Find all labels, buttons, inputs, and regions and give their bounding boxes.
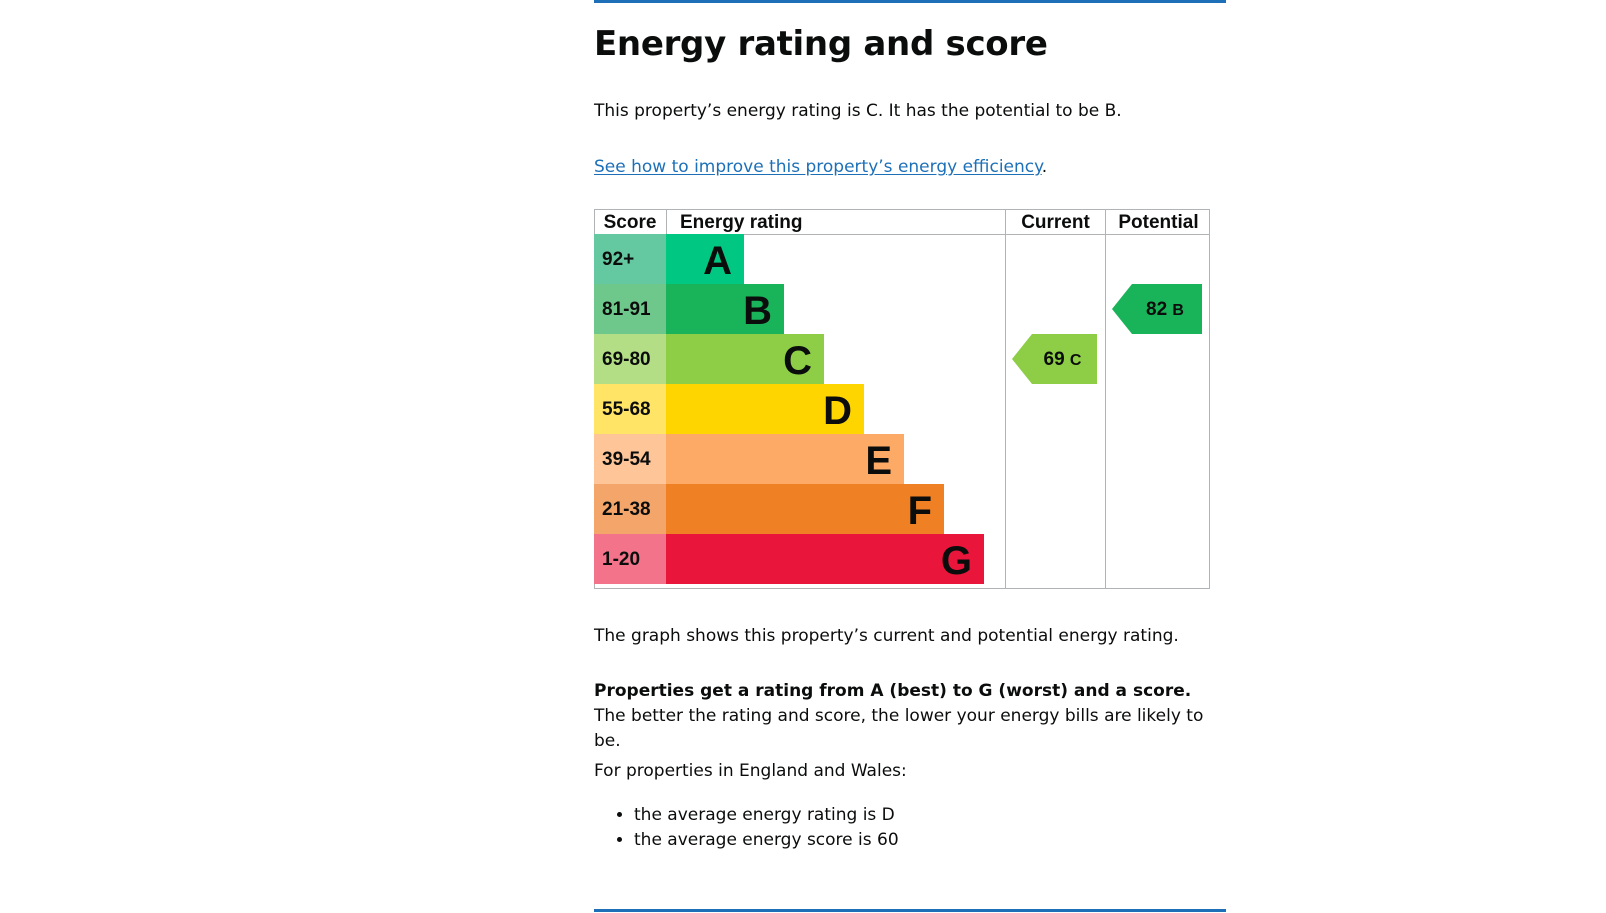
top-section-rule <box>594 0 1226 3</box>
rating-bar-c <box>666 334 824 384</box>
graph-note: The graph shows this property’s current … <box>594 626 1179 646</box>
rating-letter-a: A <box>703 239 732 283</box>
page-title: Energy rating and score <box>594 24 1048 64</box>
score-cell-e <box>594 434 666 484</box>
list-item-average-score: the average energy score is 60 <box>634 828 899 853</box>
rating-explanation: Properties get a rating from A (best) to… <box>594 679 1226 754</box>
score-range-label: 21-38 <box>602 499 651 520</box>
rating-band-d: 55-68 D <box>594 384 864 434</box>
rating-bar-g <box>666 534 984 584</box>
header-current: Current <box>1021 212 1090 233</box>
score-cell-g <box>594 534 666 584</box>
chart-bands: 92+ A 81-91 B 69-80 C 55-68 D 39-54 E 21-38 F 1-20 G <box>594 234 984 584</box>
energy-rating-chart: 92+ A81-91 B69-80 C55-68 D39-54 E21-38 F1-20 G … <box>594 209 1210 589</box>
score-cell-d <box>594 384 666 434</box>
rating-bar-f <box>666 484 944 534</box>
rating-band-b: 81-91 B <box>594 284 784 334</box>
rating-band-f: 21-38 F <box>594 484 944 534</box>
potential-rating-arrow-label: 82 B <box>1146 299 1184 320</box>
current-rating-arrow: 69 C <box>1012 334 1097 384</box>
rating-letter-f: F <box>908 489 932 533</box>
rating-explanation-rest: The better the rating and score, the low… <box>594 706 1204 751</box>
bottom-section-rule <box>594 909 1226 912</box>
improve-link-suffix: . <box>1041 157 1048 177</box>
score-cell-a <box>594 234 666 284</box>
score-cell-b <box>594 284 666 334</box>
score-range-label: 55-68 <box>602 399 651 420</box>
rating-bar-a <box>666 234 744 284</box>
score-range-label: 69-80 <box>602 349 651 370</box>
rating-band-g: 1-20 G <box>594 534 984 584</box>
score-range-label: 81-91 <box>602 299 651 320</box>
header-potential: Potential <box>1118 212 1198 233</box>
current-rating-arrow-label: 69 C <box>1044 349 1082 370</box>
rating-band-e: 39-54 E <box>594 434 904 484</box>
score-range-label: 39-54 <box>602 449 651 470</box>
potential-rating-arrow-shape <box>1112 284 1202 334</box>
header-score: Score <box>604 212 657 233</box>
rating-band-c: 69-80 C <box>594 334 824 384</box>
score-range-label: 1-20 <box>602 549 640 570</box>
rating-letter-c: C <box>783 339 812 383</box>
rating-summary: This property’s energy rating is C. It h… <box>594 101 1122 121</box>
averages-list: the average energy rating is D the avera… <box>594 803 899 853</box>
improve-efficiency-link[interactable]: See how to improve this property’s energ… <box>594 157 1042 177</box>
rating-letter-g: G <box>941 539 972 583</box>
list-item-average-rating: the average energy rating is D <box>634 803 899 828</box>
current-rating-arrow-shape <box>1012 334 1097 384</box>
improve-paragraph: See how to improve this property’s energ… <box>594 155 1226 180</box>
rating-bar-b <box>666 284 784 334</box>
chart-headers: Score Energy rating Current Potential <box>604 212 1199 233</box>
rating-explanation-bold: Properties get a rating from A (best) to… <box>594 681 1192 701</box>
england-wales-intro: For properties in England and Wales: <box>594 761 907 781</box>
chart-arrows: 69 C 82 B <box>1012 284 1202 384</box>
rating-band-a: 92+ A <box>594 234 744 284</box>
header-energy-rating: Energy rating <box>680 212 802 233</box>
rating-bar-e <box>666 434 904 484</box>
rating-letter-d: D <box>823 389 852 433</box>
potential-rating-arrow: 82 B <box>1112 284 1202 334</box>
score-cell-f <box>594 484 666 534</box>
score-cell-c <box>594 334 666 384</box>
score-range-label: 92+ <box>602 249 634 270</box>
rating-bar-d <box>666 384 864 434</box>
rating-letter-b: B <box>743 289 772 333</box>
rating-letter-e: E <box>865 439 892 483</box>
